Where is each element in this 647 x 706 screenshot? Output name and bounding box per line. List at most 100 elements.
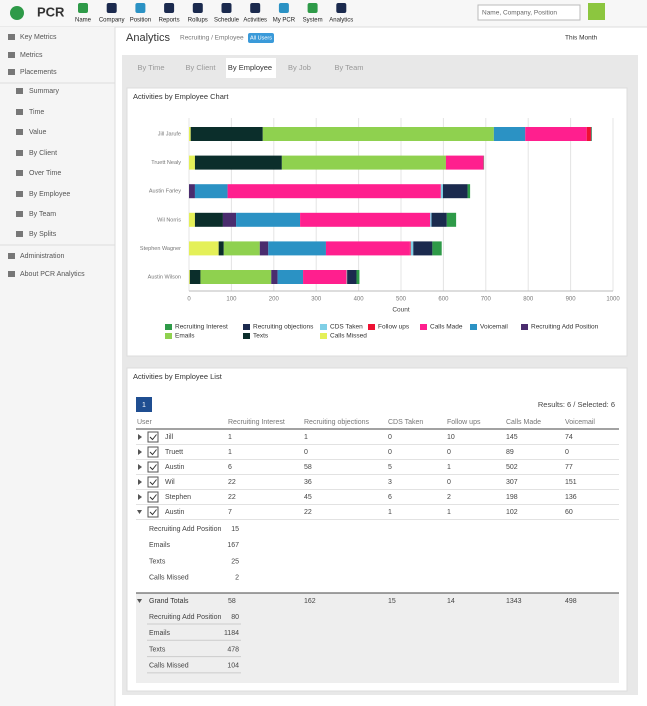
nav-item[interactable]: Rollups — [188, 18, 208, 24]
page-button[interactable] — [136, 397, 152, 412]
nav-item[interactable]: System — [303, 18, 323, 24]
x-tick-label: 800 — [523, 297, 534, 303]
expand-arrow[interactable] — [137, 599, 142, 603]
tab[interactable]: By Employee — [228, 63, 272, 72]
nav-item[interactable]: Analytics — [329, 18, 353, 24]
row-checkbox[interactable] — [147, 506, 159, 518]
total-cell: 498 — [565, 598, 577, 605]
nav-item[interactable]: Activities — [243, 18, 267, 24]
sidebar-item[interactable]: By Client — [29, 150, 57, 157]
nav-item[interactable]: Name — [75, 18, 92, 24]
legend-label[interactable]: Calls Missed — [330, 333, 367, 340]
breadcrumb: Recruiting / Employee — [180, 35, 244, 42]
legend-label[interactable]: Calls Made — [430, 324, 463, 331]
expand-arrow[interactable] — [138, 479, 142, 485]
legend-label[interactable]: Recruiting objections — [253, 324, 314, 331]
badge[interactable]: All Users — [250, 35, 272, 41]
bar-segment — [445, 155, 484, 170]
search-box[interactable] — [477, 4, 581, 21]
nav-item[interactable]: My PCR — [273, 18, 296, 24]
tab[interactable]: By Team — [334, 63, 363, 72]
sidebar-item[interactable]: By Employee — [29, 191, 70, 198]
sidebar-item[interactable]: Time — [29, 109, 44, 116]
totals-label: Grand Totals — [149, 598, 189, 605]
bar-segment — [525, 127, 587, 141]
legend-label[interactable]: Recruiting Interest — [175, 324, 228, 331]
row-checkbox[interactable] — [147, 476, 159, 488]
total-cell: 1343 — [506, 598, 522, 605]
badge-bg — [248, 33, 274, 43]
bar-segment — [189, 241, 219, 256]
row-checkbox[interactable] — [147, 446, 159, 458]
legend-swatch — [420, 324, 427, 330]
panel-title: Activities by Employee Chart — [133, 92, 229, 101]
cell: 2 — [447, 494, 451, 501]
nav-icon — [250, 3, 261, 13]
logo: PCR — [37, 4, 65, 19]
page-number[interactable]: 1 — [142, 402, 146, 409]
column-header: Voicemail — [565, 419, 595, 426]
cell: 502 — [506, 464, 518, 471]
expand-arrow[interactable] — [138, 464, 142, 470]
cell: Truett — [165, 449, 183, 456]
cell: 22 — [228, 479, 236, 486]
sidebar-item[interactable]: Key Metrics — [20, 34, 57, 41]
bar-segment — [281, 155, 446, 170]
sidebar-item[interactable]: Value — [29, 129, 46, 136]
bar-segment — [430, 212, 432, 227]
sidebar-item[interactable]: Summary — [29, 88, 59, 95]
tab[interactable]: By Client — [185, 63, 216, 72]
legend-swatch — [243, 333, 250, 339]
nav-item[interactable]: Reports — [159, 18, 180, 24]
legend-label[interactable]: Recruiting Add Position — [531, 324, 599, 331]
bar-segment — [347, 270, 357, 284]
sidebar-item[interactable]: Over Time — [29, 170, 61, 177]
cell: 145 — [506, 434, 518, 441]
nav-item[interactable]: Position — [130, 18, 151, 24]
tab[interactable]: By Time — [137, 63, 164, 72]
cell: 1 — [228, 434, 232, 441]
total-detail-label: Recruiting Add Position — [149, 614, 221, 621]
cell: 136 — [565, 494, 577, 501]
legend-label[interactable]: CDS Taken — [330, 324, 363, 331]
sidebar-item[interactable]: Metrics — [20, 52, 43, 59]
sidebar-item[interactable]: By Splits — [29, 231, 57, 238]
bar-segment — [586, 127, 591, 141]
cell: 0 — [447, 449, 451, 456]
nav-icon — [164, 3, 175, 13]
x-tick-label: 900 — [566, 297, 577, 303]
quick-add-button[interactable] — [588, 3, 605, 20]
expand-arrow[interactable] — [138, 494, 142, 500]
expand-arrow[interactable] — [138, 434, 142, 440]
sidebar-item[interactable]: Placements — [20, 69, 57, 76]
expand-arrow[interactable] — [137, 510, 142, 514]
side-icon — [16, 211, 23, 217]
cell: 22 — [228, 494, 236, 501]
nav-icon — [106, 3, 117, 13]
sidebar-item[interactable]: Administration — [20, 253, 64, 260]
sidebar-item[interactable]: By Team — [29, 211, 56, 218]
row-checkbox[interactable] — [147, 431, 159, 443]
row-checkbox[interactable] — [147, 461, 159, 473]
tab[interactable]: By Job — [288, 63, 311, 72]
bar-segment — [259, 241, 269, 256]
detail-label: Recruiting Add Position — [149, 526, 221, 533]
cell: 1 — [447, 509, 451, 516]
legend-label[interactable]: Voicemail — [480, 324, 508, 331]
nav-item[interactable]: Schedule — [214, 18, 240, 24]
legend-label[interactable]: Follow ups — [378, 324, 410, 331]
y-tick-label: Truett Nealy — [151, 160, 181, 166]
period-selector[interactable]: This Month — [565, 35, 598, 42]
page-title: Analytics — [126, 32, 171, 44]
expand-arrow[interactable] — [138, 449, 142, 455]
legend-label[interactable]: Emails — [175, 333, 195, 340]
bar-segment — [223, 241, 260, 256]
detail-value: 167 — [227, 542, 239, 549]
sidebar-item[interactable]: About PCR Analytics — [20, 271, 85, 278]
nav-item[interactable]: Company — [99, 18, 125, 24]
row-checkbox[interactable] — [147, 491, 159, 503]
side-icon — [16, 150, 23, 156]
legend-swatch — [368, 324, 375, 330]
bar-segment — [189, 270, 201, 284]
legend-label[interactable]: Texts — [253, 333, 269, 340]
